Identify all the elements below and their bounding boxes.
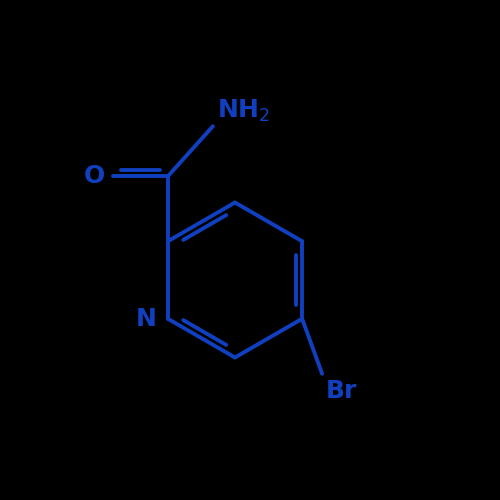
Text: O: O — [84, 164, 106, 188]
Text: N: N — [136, 306, 157, 331]
Text: NH$_2$: NH$_2$ — [217, 98, 270, 124]
Text: Br: Br — [326, 379, 358, 403]
